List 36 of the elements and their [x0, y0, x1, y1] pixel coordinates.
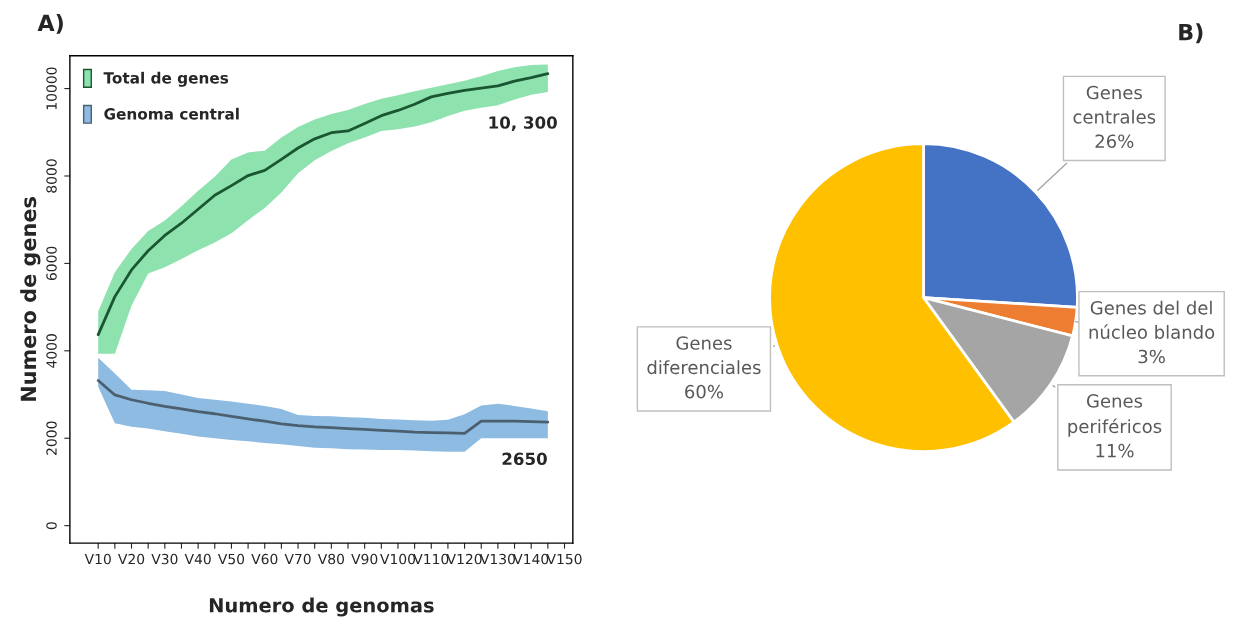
y-tick-label: 10000: [46, 67, 57, 110]
legend-label: Total de genes: [103, 71, 229, 87]
data-label: 26%: [1095, 134, 1134, 149]
x-tick-label: V110: [413, 553, 449, 565]
slice-label: Genes centrales: [1073, 85, 1156, 124]
y-tick-label: 8000: [46, 159, 57, 193]
x-tick-label: V30: [151, 553, 178, 565]
data-label: 11%: [1096, 443, 1134, 458]
slice-label: Genes del del núcleo blando: [1089, 300, 1215, 339]
chart-title: A): [37, 14, 63, 34]
annotation: 10, 300: [489, 116, 557, 131]
line-series: [96, 379, 550, 435]
x-tick-label: V20: [118, 553, 145, 565]
slice-label: Genes periféricos: [1068, 394, 1162, 437]
data-label: 3%: [1138, 349, 1165, 364]
x-tick-label: V130: [479, 553, 515, 565]
x-tick-label: V100: [380, 553, 416, 565]
annotation: 2650: [502, 452, 547, 466]
y-tick-label: 6000: [46, 246, 57, 281]
y-tick-label: 0: [46, 522, 57, 530]
legend-label: Genoma central: [104, 107, 239, 120]
x-tick-label: V60: [251, 553, 278, 565]
x-tick-label: V10: [84, 553, 111, 565]
x-tick-label: V40: [184, 553, 211, 565]
y-tick-label: 4000: [46, 334, 57, 368]
y-axis-title: Numero de genes: [20, 197, 41, 401]
x-tick-label: V50: [217, 553, 245, 565]
x-tick-label: V120: [446, 553, 482, 565]
y-tick-label: 2000: [46, 421, 57, 455]
x-tick-label: V80: [317, 553, 345, 565]
data-label: 60%: [685, 384, 723, 399]
x-tick-label: V90: [351, 553, 378, 565]
x-tick-label: V70: [284, 553, 311, 565]
chart-title: B): [1179, 23, 1203, 44]
x-axis-title: Numero de genomas: [209, 597, 434, 617]
slice-label: Genes diferenciales: [647, 336, 761, 375]
